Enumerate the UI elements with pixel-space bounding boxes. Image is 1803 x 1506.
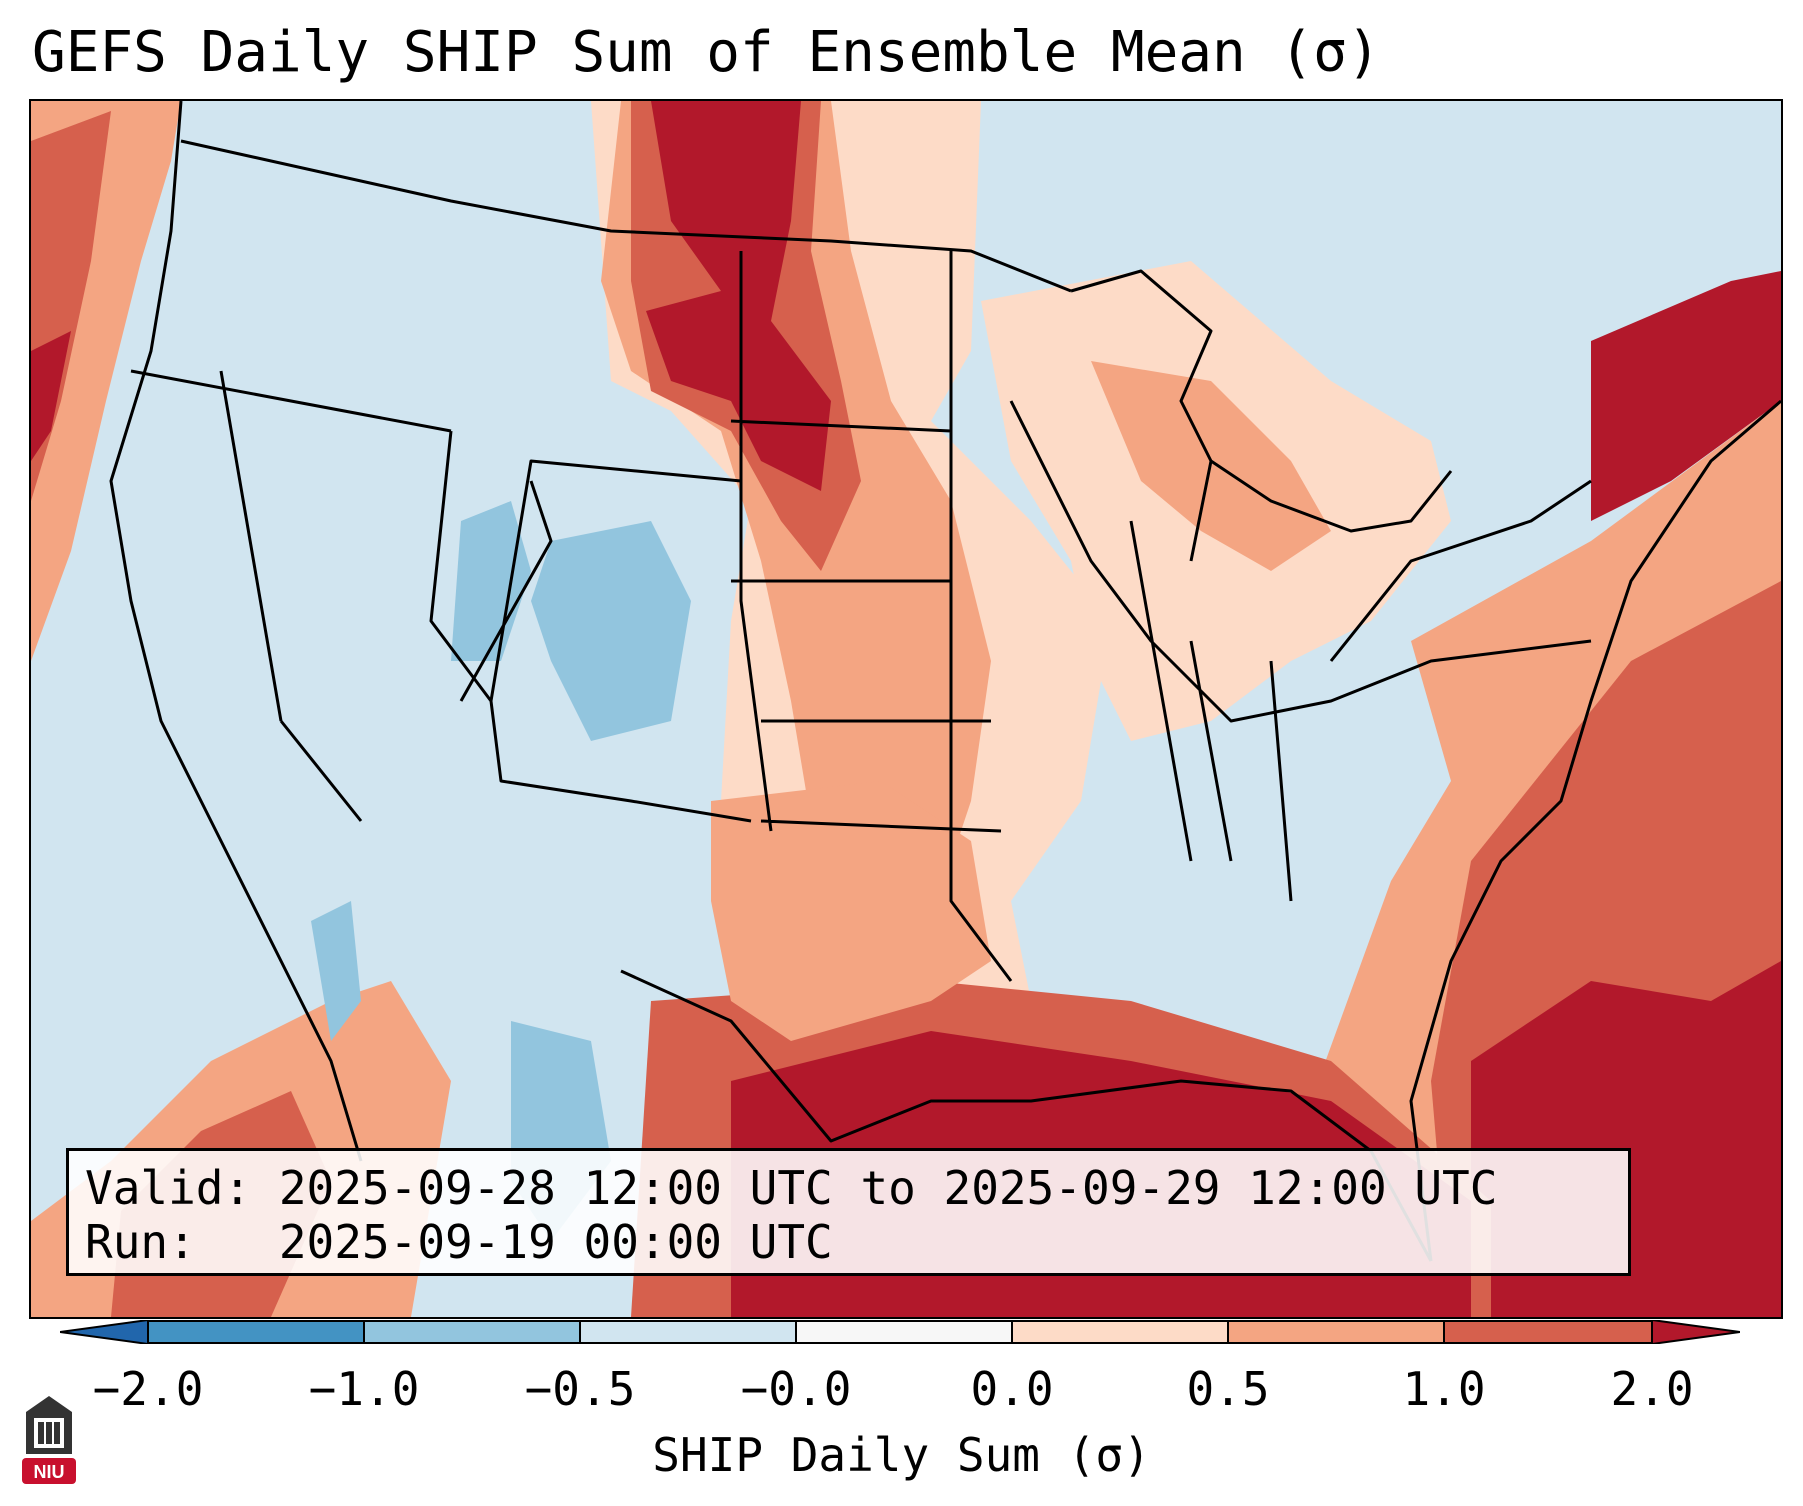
boundary-lines [109, 101, 1781, 1262]
colorbar-extend-high [1651, 1318, 1741, 1346]
colorbar-extend-low [59, 1318, 149, 1346]
state-lines-plains [730, 251, 1013, 982]
field-newengland-core [1591, 271, 1781, 521]
run-time-text: Run: 2025-09-19 00:00 UTC [85, 1215, 833, 1269]
colorbar-tick-label: −1.0 [308, 1362, 420, 1416]
field-baja-blue [311, 901, 361, 1041]
valid-time-text: Valid: 2025-09-28 12:00 UTC to 2025-09-2… [85, 1161, 1498, 1215]
great-lakes-outline [1070, 269, 1453, 562]
colorbar-bin-lt-m1 [148, 1320, 364, 1344]
map-title: GEFS Daily SHIP Sum of Ensemble Mean (σ) [32, 20, 1381, 85]
colorbar [59, 1318, 1741, 1346]
field-utah-blue [451, 501, 531, 661]
atlantic-coast [1409, 399, 1781, 1262]
colorbar-tick-label: 2.0 [1610, 1362, 1694, 1416]
university-building-icon: NIU [22, 1396, 76, 1484]
colorbar-bin-m05-0 [580, 1320, 796, 1344]
field-pacific-core [31, 331, 71, 461]
colorbar-bin-m1-m05 [364, 1320, 580, 1344]
gulf-coast [620, 969, 1433, 1262]
validity-info-box: Valid: 2025-09-28 12:00 UTC to 2025-09-2… [66, 1148, 1631, 1276]
state-lines-east [1009, 400, 1592, 902]
colorbar-bin-zero [796, 1320, 1012, 1344]
colorbar-tick-label: 0.0 [970, 1362, 1054, 1416]
field-plains-core [646, 101, 831, 491]
forecast-field [31, 101, 1781, 1317]
colorbar-tick-label: −2.0 [92, 1362, 204, 1416]
map-panel [29, 99, 1783, 1319]
canada-border [180, 139, 1072, 293]
coastline-west [109, 101, 363, 1162]
colorbar-tick-label: 1.0 [1402, 1362, 1486, 1416]
niu-logo: NIU [20, 1392, 78, 1486]
colorbar-bin-0-05 [1012, 1320, 1228, 1344]
field-texas [711, 781, 991, 1041]
logo-text: NIU [34, 1462, 65, 1482]
colorbar-bin-05-1 [1228, 1320, 1444, 1344]
colorbar-svg [59, 1318, 1741, 1346]
colorbar-tick-label: −0.5 [524, 1362, 636, 1416]
colorbar-tick-label: 0.5 [1186, 1362, 1270, 1416]
colorbar-label: SHIP Daily Sum (σ) [652, 1428, 1151, 1482]
colorbar-tick-label: −0.0 [740, 1362, 852, 1416]
field-colorado-blue [531, 521, 691, 741]
state-lines-west [130, 369, 752, 823]
colorbar-ticks [147, 1320, 1653, 1344]
colorbar-bin-1-2 [1444, 1320, 1652, 1344]
